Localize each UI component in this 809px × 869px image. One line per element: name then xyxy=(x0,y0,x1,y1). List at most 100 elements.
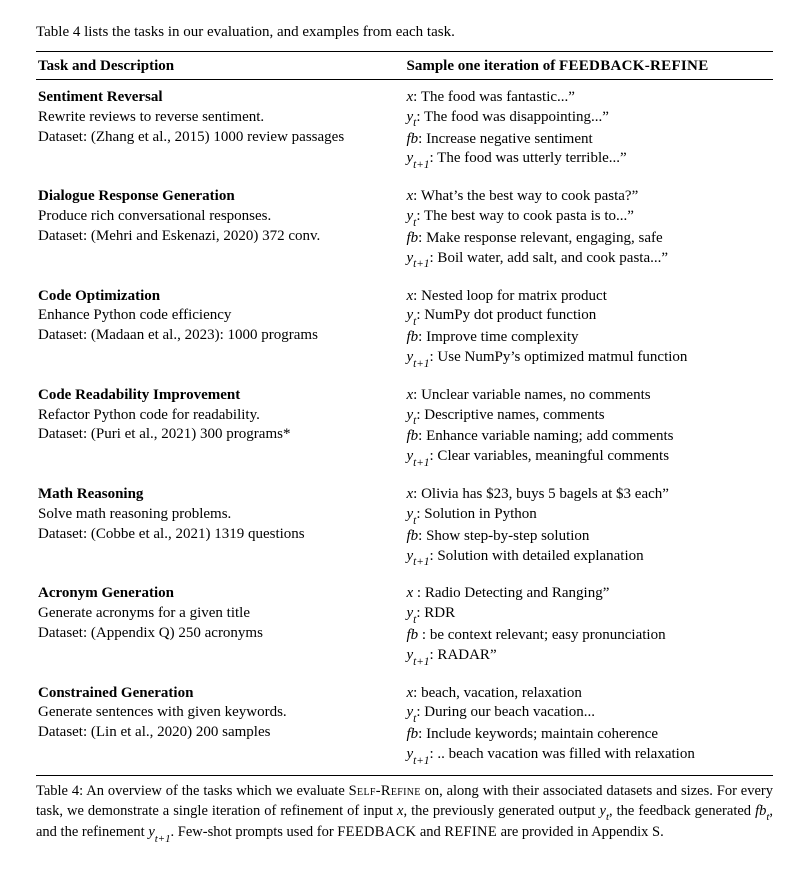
task-dataset: Dataset: (Mehri and Eskenazi, 2020) 372 … xyxy=(38,227,399,247)
header-right-prefix: Sample one iteration of xyxy=(407,58,559,74)
cap-sc3: REFINE xyxy=(444,824,497,840)
intro-text: Table 4 lists the tasks in our evaluatio… xyxy=(36,24,773,41)
sym-yt-sub: t xyxy=(413,415,416,427)
task-desc: Generate sentences with given keywords. xyxy=(38,703,399,723)
sample-line: fb: Make response relevant, engaging, sa… xyxy=(407,229,768,249)
sample-line: fb: Improve time complexity xyxy=(407,328,768,348)
sample-line: x: Nested loop for matrix product xyxy=(407,287,768,307)
task-dataset: Dataset: (Cobbe et al., 2021) 1319 quest… xyxy=(38,525,399,545)
cap-fb-sub: t xyxy=(766,811,769,823)
sample-text: : Increase negative sentiment xyxy=(418,131,593,147)
cap-fb: fb xyxy=(755,803,766,819)
sample-text: : .. beach vacation was filled with rela… xyxy=(430,746,695,762)
sample-text: : Enhance variable naming; add comments xyxy=(418,428,673,444)
sample-line: x: Unclear variable names, no comments xyxy=(407,386,768,406)
sym-yt1-sub: t+1 xyxy=(413,358,429,370)
header-right: Sample one iteration of FEEDBACK-REFINE xyxy=(405,52,774,80)
sample-text: : Solution in Python xyxy=(416,506,536,522)
sample-line: yt+1: Solution with detailed explanation xyxy=(407,547,768,569)
sym-yt-sub: t xyxy=(413,515,416,527)
sample-line: yt: The best way to cook pasta is to...” xyxy=(407,207,768,229)
sample-text: : The food was utterly terrible...” xyxy=(430,150,627,166)
sample-text: : be context relevant; easy pronunciatio… xyxy=(418,627,665,643)
sample-line: yt+1: Clear variables, meaningful commen… xyxy=(407,447,768,469)
cap-mid3: , the feedback generated xyxy=(609,803,755,819)
sample-line: fb: Increase negative sentiment xyxy=(407,130,768,150)
task-name: Code Readability Improvement xyxy=(38,386,399,406)
sym-yt1-sub: t+1 xyxy=(413,159,429,171)
cap-mid2: , the previously generated output xyxy=(403,803,599,819)
task-right-cell: x: Nested loop for matrix productyt: Num… xyxy=(405,279,774,378)
sample-text: : Include keywords; maintain coherence xyxy=(418,726,658,742)
task-name: Dialogue Response Generation xyxy=(38,187,399,207)
sym-fb: fb xyxy=(407,428,419,444)
task-right-cell: x: What’s the best way to cook pasta?”yt… xyxy=(405,179,774,278)
cap-sc1: Self-Refine xyxy=(349,783,421,799)
task-desc: Generate acronyms for a given title xyxy=(38,604,399,624)
table-row: Code Readability ImprovementRefactor Pyt… xyxy=(36,378,773,477)
task-dataset: Dataset: (Madaan et al., 2023): 1000 pro… xyxy=(38,326,399,346)
task-name: Constrained Generation xyxy=(38,684,399,704)
sample-text: : The food was disappointing...” xyxy=(416,109,609,125)
sym-yt1-sub: t+1 xyxy=(413,457,429,469)
task-name: Math Reasoning xyxy=(38,485,399,505)
sym-yt-sub: t xyxy=(413,713,416,725)
sample-line: fb: Show step-by-step solution xyxy=(407,527,768,547)
sample-text: : NumPy dot product function xyxy=(416,307,596,323)
sample-line: yt+1: Use NumPy’s optimized matmul funct… xyxy=(407,348,768,370)
sample-line: x: The food was fantastic...” xyxy=(407,88,768,108)
table-row: Acronym GenerationGenerate acronyms for … xyxy=(36,576,773,675)
task-desc: Solve math reasoning problems. xyxy=(38,505,399,525)
sample-text: : The best way to cook pasta is to...” xyxy=(416,208,634,224)
task-name: Acronym Generation xyxy=(38,584,399,604)
task-desc: Rewrite reviews to reverse sentiment. xyxy=(38,108,399,128)
sym-yt1-sub: t+1 xyxy=(413,656,429,668)
sample-text: : Use NumPy’s optimized matmul function xyxy=(430,349,688,365)
sample-text: : Nested loop for matrix product xyxy=(413,288,607,304)
sample-text: : Radio Detecting and Ranging” xyxy=(413,585,609,601)
sample-line: fb: Enhance variable naming; add comment… xyxy=(407,427,768,447)
table-row: Math ReasoningSolve math reasoning probl… xyxy=(36,477,773,576)
sample-text: : Show step-by-step solution xyxy=(418,528,589,544)
sym-yt1-sub: t+1 xyxy=(413,258,429,270)
task-right-cell: x: The food was fantastic...”yt: The foo… xyxy=(405,80,774,180)
sample-text: : The food was fantastic...” xyxy=(413,89,575,105)
task-desc: Refactor Python code for readability. xyxy=(38,406,399,426)
table-row: Code OptimizationEnhance Python code eff… xyxy=(36,279,773,378)
sample-line: x : Radio Detecting and Ranging” xyxy=(407,584,768,604)
cap-tail: are provided in Appendix S. xyxy=(497,824,664,840)
task-left-cell: Acronym GenerationGenerate acronyms for … xyxy=(36,576,405,675)
sample-text: : Make response relevant, engaging, safe xyxy=(418,230,663,246)
sample-text: : Olivia has $23, buys 5 bagels at $3 ea… xyxy=(413,486,669,502)
sample-text: : Clear variables, meaningful comments xyxy=(430,448,670,464)
sample-line: yt: RDR xyxy=(407,604,768,626)
task-dataset: Dataset: (Appendix Q) 250 acronyms xyxy=(38,624,399,644)
sym-yt1-sub: t+1 xyxy=(413,755,429,767)
sym-fb: fb xyxy=(407,627,419,643)
cap-and: and xyxy=(416,824,444,840)
table-row: Constrained GenerationGenerate sentences… xyxy=(36,676,773,775)
sym-fb: fb xyxy=(407,528,419,544)
task-desc: Produce rich conversational responses. xyxy=(38,207,399,227)
sample-line: yt+1: .. beach vacation was filled with … xyxy=(407,745,768,767)
cap-yt-sub: t xyxy=(606,811,609,823)
sample-text: : beach, vacation, relaxation xyxy=(413,685,582,701)
task-left-cell: Constrained GenerationGenerate sentences… xyxy=(36,676,405,775)
sym-fb: fb xyxy=(407,329,419,345)
sym-yt-sub: t xyxy=(413,614,416,626)
sample-text: : Boil water, add salt, and cook pasta..… xyxy=(430,250,669,266)
sample-line: yt: NumPy dot product function xyxy=(407,306,768,328)
cap-mid5: . Few-shot prompts used for xyxy=(171,824,338,840)
sym-fb: fb xyxy=(407,230,419,246)
table-row: Dialogue Response GenerationProduce rich… xyxy=(36,179,773,278)
task-left-cell: Code Readability ImprovementRefactor Pyt… xyxy=(36,378,405,477)
sample-text: : Unclear variable names, no comments xyxy=(413,387,650,403)
sample-line: yt: Solution in Python xyxy=(407,505,768,527)
task-right-cell: x: Unclear variable names, no comments yt… xyxy=(405,378,774,477)
sample-line: fb : be context relevant; easy pronuncia… xyxy=(407,626,768,646)
sample-text: : RDR xyxy=(416,605,455,621)
cap-yt1-y: y xyxy=(148,824,154,840)
sym-yt1-sub: t+1 xyxy=(413,556,429,568)
task-right-cell: x : Radio Detecting and Ranging”yt: RDRf… xyxy=(405,576,774,675)
task-desc: Enhance Python code efficiency xyxy=(38,306,399,326)
